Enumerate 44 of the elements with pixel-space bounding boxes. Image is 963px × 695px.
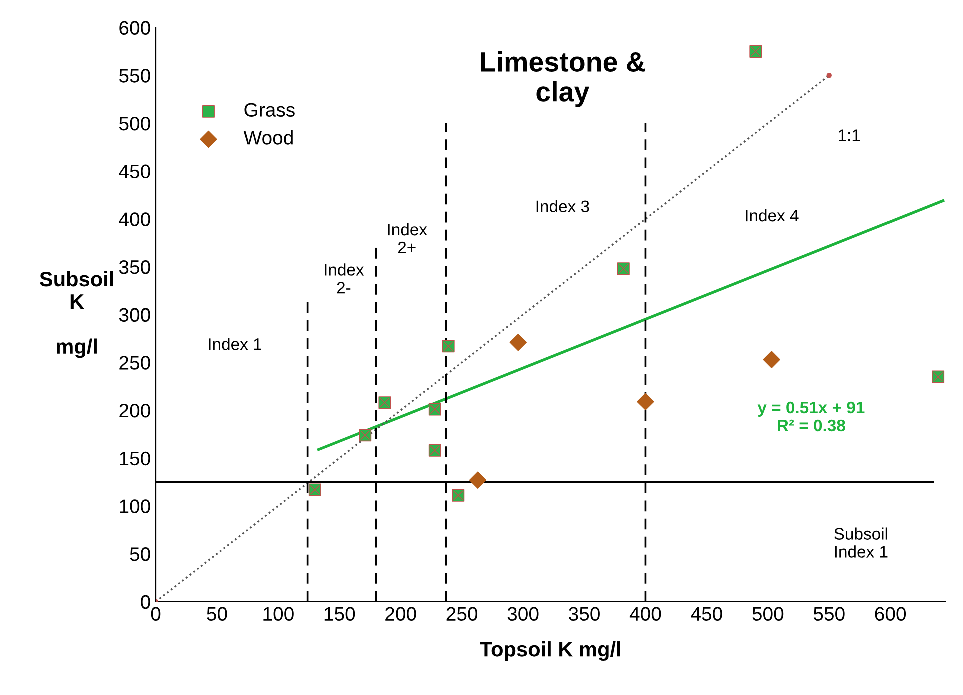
annotation: Index 2+ (388, 223, 428, 254)
annotation: Index 1 (209, 338, 262, 350)
x-tick-label: 150 (324, 607, 356, 622)
y-tick-label: 400 (119, 212, 150, 226)
point (826, 73, 832, 78)
x-tick-label: 400 (630, 607, 662, 622)
legend-label: Grass (244, 103, 295, 117)
y-tick-label: 0 (141, 595, 150, 610)
annotation: y = 0.51x + 91 R² = 0.38 (758, 402, 865, 432)
legend-label: Wood (244, 130, 293, 145)
annotation: Index 4 (746, 209, 799, 222)
x-tick-label: 300 (508, 607, 539, 622)
x-axis-title: Topsoil K mg/l (480, 642, 620, 662)
x-tick-label: 50 (207, 607, 228, 622)
y-tick-label: 350 (119, 260, 150, 274)
annotation: Index 2- (325, 264, 364, 294)
y-tick-label: 250 (120, 356, 150, 370)
y-tick-label: 200 (120, 404, 150, 418)
y-tick-label: 450 (119, 164, 150, 179)
text: Subsoil K mg/l (40, 271, 114, 358)
text: Limestone & clay (481, 52, 646, 108)
x-tick-label: 0 (151, 607, 161, 622)
x-tick-label: 250 (446, 607, 478, 622)
annotation: Subsoil Index 1 (834, 528, 888, 558)
y-tick-label: 550 (119, 69, 150, 83)
x-tick-label: 100 (264, 607, 294, 622)
x-tick-label: 200 (386, 607, 416, 622)
y-tick-label: 300 (119, 308, 150, 322)
annotation: 1:1 (839, 130, 860, 142)
x-tick-label: 450 (691, 607, 722, 622)
point (510, 334, 528, 352)
point (469, 472, 487, 489)
annotation: Index 3 (536, 200, 590, 213)
y-tick-label: 50 (130, 548, 150, 562)
x-tick-label: 500 (752, 607, 784, 622)
x-tick-label: 350 (569, 607, 600, 622)
x-tick-label: 600 (875, 607, 906, 622)
y-tick-label: 100 (120, 500, 150, 514)
y-tick-label: 150 (120, 452, 150, 466)
point (763, 351, 780, 368)
x-tick-label: 550 (814, 607, 845, 622)
y-tick-label: 500 (119, 116, 150, 131)
point (637, 393, 654, 411)
y-tick-label: 600 (120, 21, 150, 36)
